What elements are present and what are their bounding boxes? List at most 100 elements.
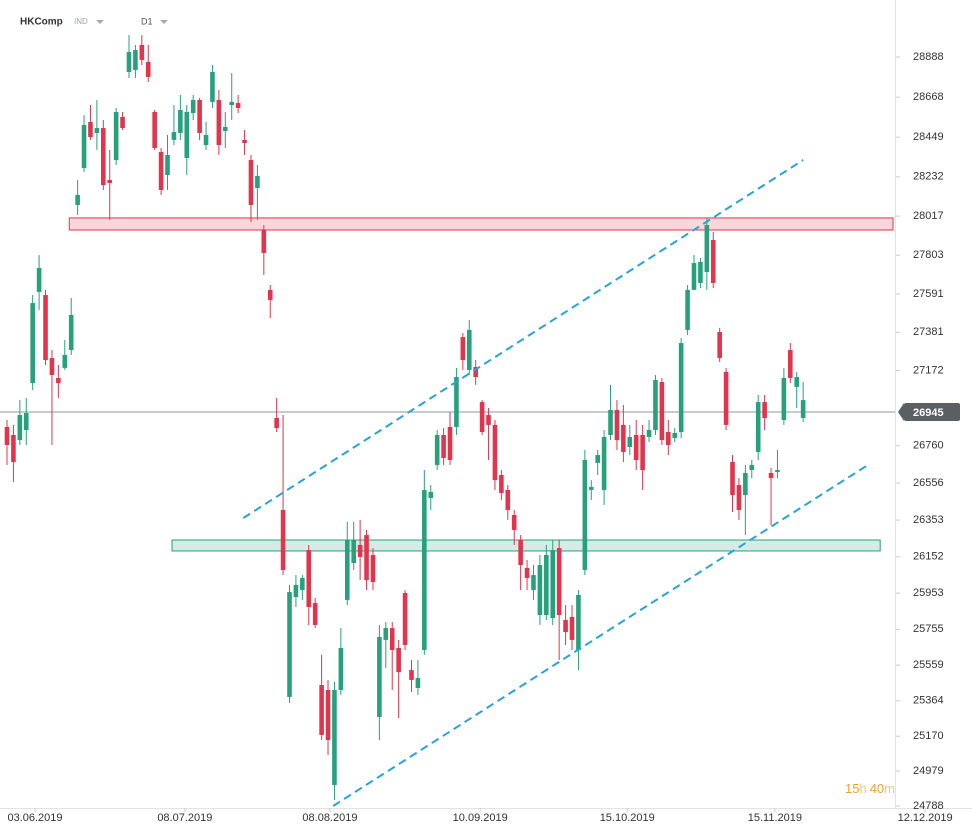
candle-body <box>30 303 35 384</box>
candle-body <box>614 409 620 441</box>
candle-body <box>755 402 761 452</box>
candle-body <box>479 402 485 433</box>
candle-body <box>415 677 421 688</box>
candle-body <box>370 554 376 583</box>
candle-body <box>248 160 254 205</box>
y-tick-label: 25559 <box>913 659 944 671</box>
candle-body <box>505 489 511 511</box>
candle-body <box>325 689 331 741</box>
timeframe[interactable]: D1 <box>141 16 153 26</box>
candle-body <box>633 434 639 460</box>
y-tick-label: 27591 <box>913 288 944 300</box>
candle-body <box>364 535 369 581</box>
x-tick-label: 08.07.2019 <box>157 812 212 824</box>
candle-body <box>460 337 466 361</box>
candle-body <box>511 514 517 530</box>
candle-body <box>178 109 183 133</box>
candle-body <box>158 151 164 190</box>
y-tick-label: 25364 <box>913 695 944 707</box>
candle-body <box>216 99 222 146</box>
y-tick-label: 24788 <box>913 800 944 812</box>
candle-body <box>704 225 710 273</box>
trendline <box>332 464 869 807</box>
candle-body <box>531 575 536 591</box>
symbol-dropdown[interactable] <box>96 20 104 24</box>
candle-body <box>255 175 260 188</box>
candle-body <box>396 647 401 673</box>
candle-body <box>377 637 382 718</box>
candle-body <box>787 350 793 378</box>
y-tick-label: 26556 <box>913 477 944 489</box>
instrument-type: IND <box>74 17 88 26</box>
candle-body <box>43 295 48 361</box>
candle-body <box>800 400 806 418</box>
candle-body <box>319 685 324 735</box>
y-tick-label: 24979 <box>913 765 944 777</box>
y-tick-label: 26152 <box>913 551 944 563</box>
x-tick-label: 03.06.2019 <box>7 812 62 824</box>
candle-body <box>518 540 523 566</box>
candle-body <box>698 261 703 283</box>
candle-body <box>608 409 613 435</box>
candle-body <box>556 548 562 616</box>
candle-body <box>492 424 498 481</box>
candle-body <box>357 544 363 557</box>
y-tick-label: 27381 <box>913 326 944 338</box>
candle-body <box>23 413 29 431</box>
y-tick-label: 28888 <box>913 51 944 63</box>
x-tick-label: 15.10.2019 <box>600 812 655 824</box>
candle-body <box>685 289 690 330</box>
candle-body <box>486 415 491 425</box>
candle-body <box>409 670 414 680</box>
candle-body <box>338 647 344 690</box>
candle-body <box>730 462 735 496</box>
candle-body <box>293 584 299 598</box>
candle-body <box>466 329 472 370</box>
x-tick-label: 15.11.2019 <box>748 812 802 824</box>
candle-body <box>203 135 209 146</box>
candle-body <box>11 434 16 463</box>
candle-body <box>653 379 658 431</box>
candle-body <box>434 434 440 465</box>
y-tick-label: 25170 <box>913 730 944 742</box>
y-tick-label: 28232 <box>913 171 944 183</box>
symbol[interactable]: HKComp <box>20 17 63 28</box>
y-tick-label: 26353 <box>913 514 944 526</box>
candle-body <box>723 371 729 425</box>
candle-body <box>152 111 157 148</box>
candle-body <box>781 377 787 420</box>
candle-body <box>627 436 633 448</box>
candle-body <box>312 603 318 625</box>
candle-body <box>447 426 453 460</box>
candle-body <box>17 415 23 441</box>
candle-body <box>582 459 588 570</box>
candle-body <box>576 594 581 650</box>
candle-body <box>402 592 408 646</box>
y-tick-label: 28449 <box>913 131 944 143</box>
candle-body <box>81 124 87 169</box>
candle-body <box>113 111 119 161</box>
plot-area <box>0 35 896 807</box>
candle-body <box>389 628 395 650</box>
candle-body <box>68 314 74 351</box>
candle-body <box>344 540 350 600</box>
candle-body <box>120 116 125 129</box>
candle-body <box>62 354 68 368</box>
candle-body <box>678 343 684 433</box>
candle-body <box>56 377 61 384</box>
candle-body <box>229 101 235 106</box>
candle-body <box>601 436 607 490</box>
candle-body <box>190 99 196 114</box>
zone <box>171 539 881 552</box>
candle-body <box>736 485 742 511</box>
current-price-label: 26945 <box>913 407 944 419</box>
x-tick-label: 08.08.2019 <box>302 812 357 824</box>
candle-body <box>267 289 273 300</box>
candle-body <box>222 126 228 131</box>
timeframe-dropdown[interactable] <box>160 20 168 24</box>
axes: 28888 28668 28449 28232 28017 27803 27591 27381… <box>7 51 960 824</box>
candle-body <box>768 472 774 479</box>
candle-body <box>544 554 549 616</box>
candle-body <box>524 567 530 579</box>
candle-body <box>94 128 100 133</box>
